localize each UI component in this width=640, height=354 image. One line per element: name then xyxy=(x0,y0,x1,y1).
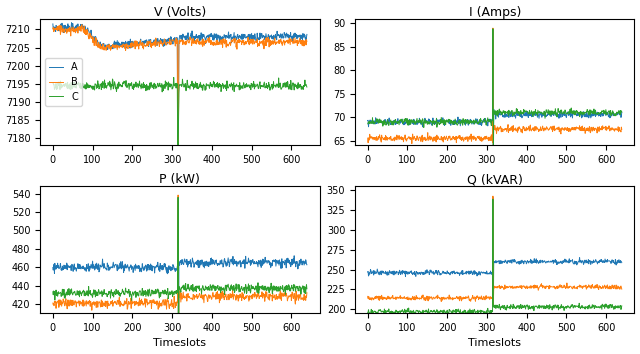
B xyxy=(174,142,182,147)
C xyxy=(198,88,206,92)
Line: C: C xyxy=(53,78,307,147)
A xyxy=(236,35,243,39)
Line: A: A xyxy=(53,23,307,145)
B xyxy=(78,23,86,27)
C xyxy=(49,81,57,85)
A xyxy=(68,21,76,25)
Title: V (Volts): V (Volts) xyxy=(154,6,206,18)
B xyxy=(236,41,243,45)
B xyxy=(198,37,206,41)
C xyxy=(236,88,243,92)
A xyxy=(122,41,130,46)
A xyxy=(198,38,206,42)
B xyxy=(126,45,134,49)
Title: P (kW): P (kW) xyxy=(159,173,200,187)
C xyxy=(170,75,177,80)
B xyxy=(56,32,64,36)
B xyxy=(49,27,57,31)
B xyxy=(73,28,81,32)
A xyxy=(126,46,134,50)
Legend: A, B, C: A, B, C xyxy=(45,58,82,106)
A xyxy=(56,29,64,33)
C xyxy=(122,84,129,88)
C xyxy=(73,81,81,85)
C xyxy=(174,145,182,149)
Title: Q (kVAR): Q (kVAR) xyxy=(467,173,523,187)
A xyxy=(174,143,182,147)
X-axis label: Timeslots: Timeslots xyxy=(468,338,521,348)
Title: I (Amps): I (Amps) xyxy=(468,6,521,18)
A xyxy=(49,22,57,26)
B xyxy=(122,45,130,49)
Line: B: B xyxy=(53,25,307,144)
A xyxy=(303,32,311,36)
C xyxy=(303,85,311,89)
C xyxy=(125,83,133,87)
A xyxy=(73,30,81,34)
B xyxy=(303,39,311,44)
X-axis label: Timeslots: Timeslots xyxy=(154,338,206,348)
C xyxy=(56,79,64,83)
